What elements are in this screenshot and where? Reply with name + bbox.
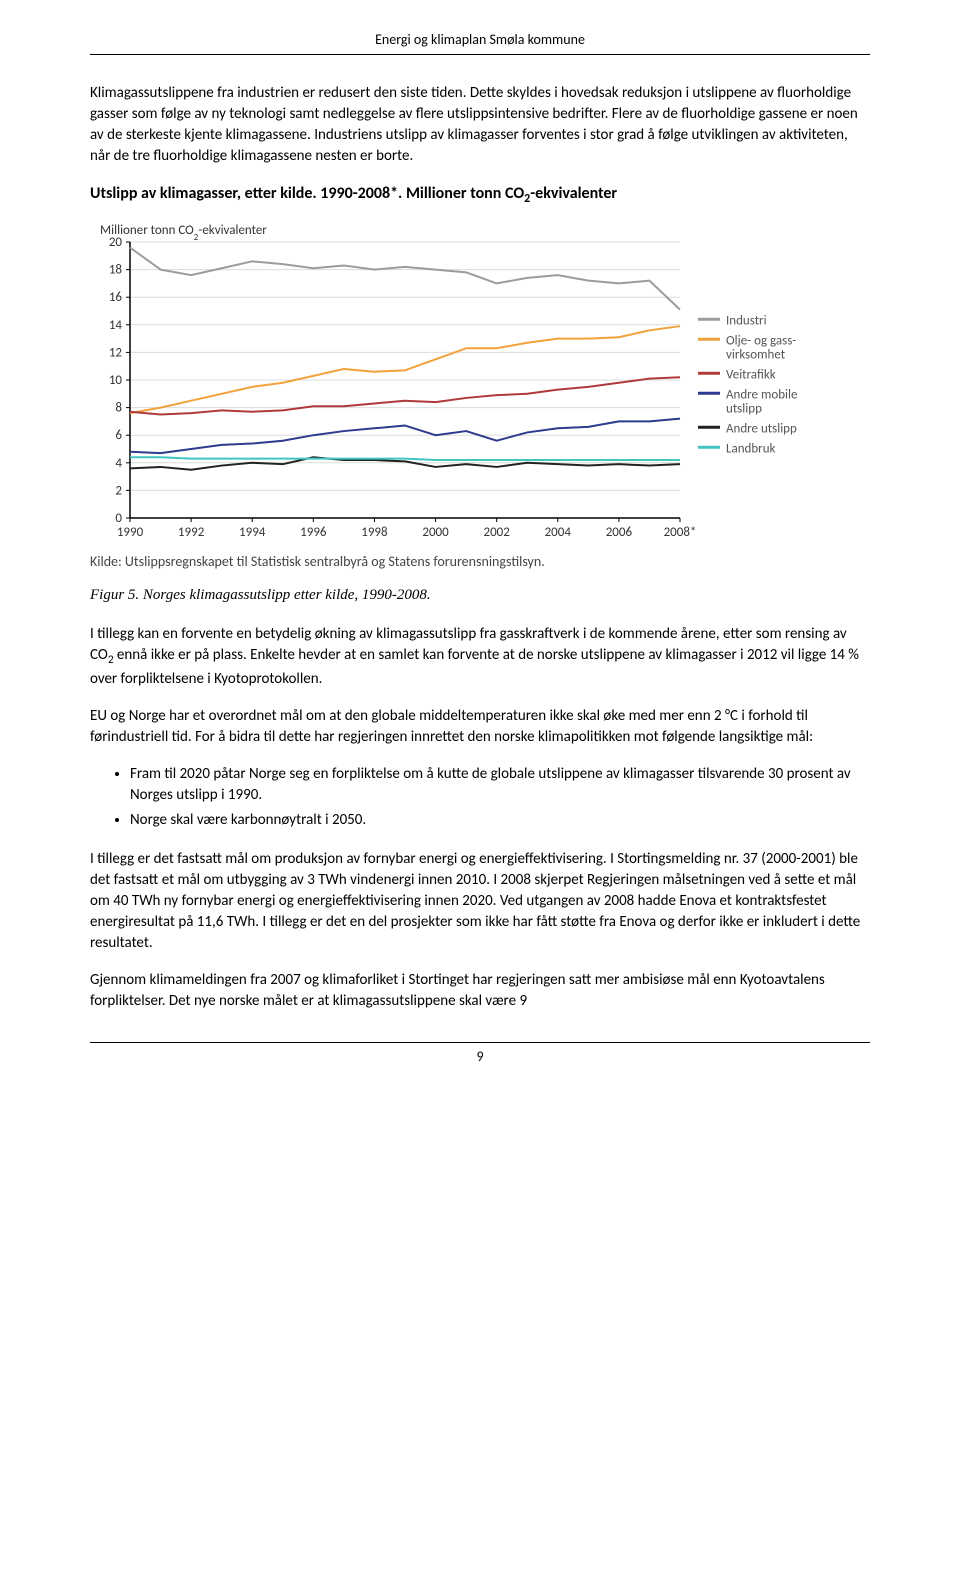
paragraph-4: I tillegg er det fastsatt mål om produks… [90, 849, 870, 954]
chart-container: Millioner tonn CO2-ekvivalenter 0 2 4 6 8 10 12… [90, 218, 870, 548]
chart-title-a: Utslipp av klimagasser, etter kilde. 199… [90, 184, 524, 203]
svg-text:6: 6 [115, 428, 122, 443]
paragraph-5: Gjennom klimameldingen fra 2007 og klima… [90, 970, 870, 1012]
svg-text:Veitrafikk: Veitrafikk [726, 367, 776, 382]
svg-text:16: 16 [109, 290, 123, 305]
emissions-chart: Millioner tonn CO2-ekvivalenter 0 2 4 6 8 10 12… [90, 218, 850, 548]
bullet-1: Fram til 2020 påtar Norge seg en forplik… [130, 764, 870, 806]
svg-text:8: 8 [115, 400, 122, 415]
svg-text:14: 14 [109, 317, 123, 332]
p2b: ennå ikke er på plass. Enkelte hevder at… [90, 646, 859, 688]
paragraph-1: Klimagassutslippene fra industrien er re… [90, 83, 870, 167]
svg-text:20: 20 [109, 235, 123, 250]
svg-text:10: 10 [109, 373, 123, 388]
svg-text:1996: 1996 [300, 525, 327, 540]
svg-text:4: 4 [115, 455, 122, 470]
svg-text:Andre utslipp: Andre utslipp [726, 421, 797, 436]
svg-text:1998: 1998 [361, 525, 388, 540]
svg-text:utslipp: utslipp [726, 401, 762, 416]
svg-text:12: 12 [109, 345, 123, 360]
paragraph-2: I tillegg kan en forvente en betydelig ø… [90, 624, 870, 690]
svg-text:1992: 1992 [178, 525, 205, 540]
paragraph-3: EU og Norge har et overordnet mål om at … [90, 706, 870, 748]
page-header: Energi og klimaplan Smøla kommune [90, 30, 870, 55]
bullet-2: Norge skal være karbonnøytralt i 2050. [130, 810, 870, 831]
chart-title-b: -ekvivalenter [530, 184, 617, 203]
svg-text:Landbruk: Landbruk [726, 441, 776, 456]
svg-text:Industri: Industri [726, 313, 767, 328]
svg-text:18: 18 [109, 262, 123, 277]
svg-text:1990: 1990 [117, 525, 144, 540]
svg-text:Olje- og gass-: Olje- og gass- [726, 333, 796, 348]
page-number: 9 [476, 1048, 483, 1065]
svg-text:2008*: 2008* [664, 525, 697, 540]
page-footer: 9 [90, 1042, 870, 1067]
chart-title: Utslipp av klimagasser, etter kilde. 199… [90, 183, 870, 208]
svg-text:2004: 2004 [545, 525, 572, 540]
svg-text:2000: 2000 [422, 525, 449, 540]
goal-list: Fram til 2020 påtar Norge seg en forplik… [130, 764, 870, 831]
svg-text:2006: 2006 [606, 525, 633, 540]
svg-text:Millioner tonn CO2-ekvivalente: Millioner tonn CO2-ekvivalenter [100, 223, 267, 243]
svg-text:1994: 1994 [239, 525, 266, 540]
figure-caption: Figur 5. Norges klimagassutslipp etter k… [90, 585, 870, 606]
svg-text:0: 0 [115, 511, 122, 526]
header-text: Energi og klimaplan Smøla kommune [375, 31, 585, 48]
svg-text:virksomhet: virksomhet [726, 347, 786, 362]
svg-text:2002: 2002 [483, 525, 510, 540]
svg-text:2: 2 [115, 483, 122, 498]
chart-source: Kilde: Utslippsregnskapet til Statistisk… [90, 552, 870, 572]
svg-text:Andre mobile: Andre mobile [726, 387, 797, 402]
